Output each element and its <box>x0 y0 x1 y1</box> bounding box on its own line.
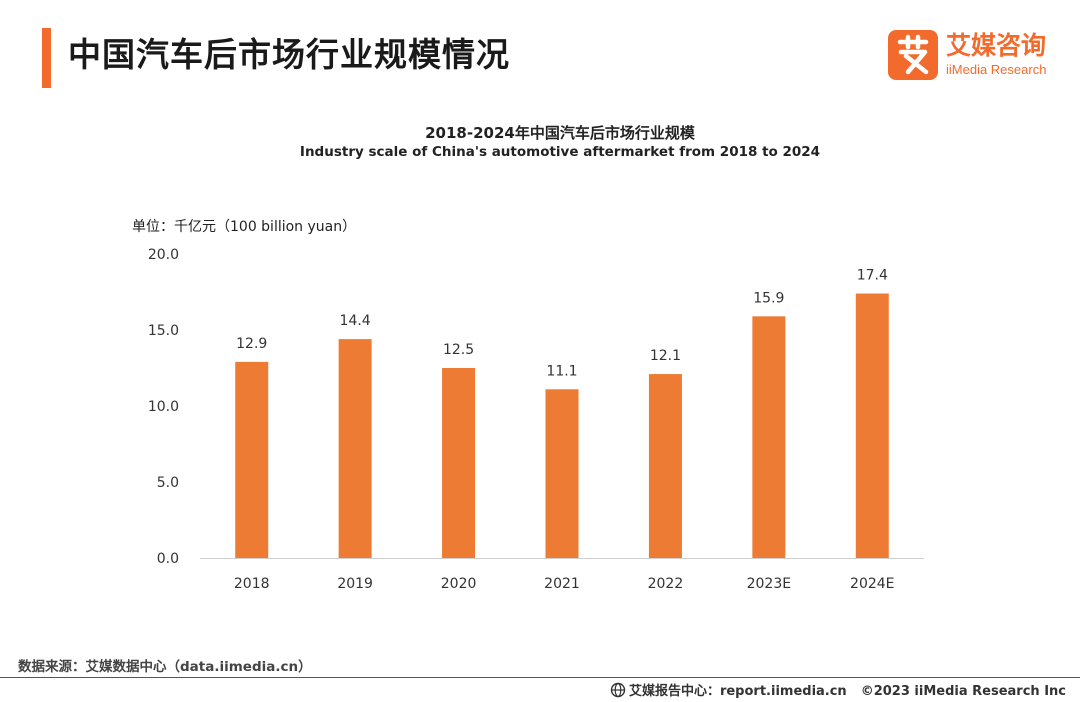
copyright: ©2023 iiMedia Research Inc <box>860 684 1066 699</box>
footer-divider <box>0 677 1080 678</box>
globe-icon <box>610 682 626 698</box>
data-label: 15.9 <box>753 290 784 306</box>
logo-chinese-name: 艾媒咨询 <box>946 31 1047 60</box>
bar-2023E <box>752 316 786 558</box>
data-label: 17.4 <box>857 268 888 284</box>
data-label: 14.4 <box>340 313 371 329</box>
footer-info: 艾媒报告中心：report.iimedia.cn ©2023 iiMedia Re… <box>610 680 1066 699</box>
report-center-link[interactable]: 艾媒报告中心：report.iimedia.cn <box>628 684 847 699</box>
bar-2020 <box>442 368 476 558</box>
y-tick-label: 10.0 <box>148 399 179 415</box>
x-tick-label: 2024E <box>850 576 894 592</box>
chart-title: 2018-2024年中国汽车后市场行业规模 <box>425 124 695 142</box>
y-tick-label: 20.0 <box>148 247 179 263</box>
x-tick-label: 2022 <box>648 576 684 592</box>
data-label: 11.1 <box>546 363 577 379</box>
data-label: 12.9 <box>236 336 267 352</box>
x-tick-label: 2019 <box>337 576 373 592</box>
x-tick-label: 2018 <box>234 576 270 592</box>
bar-2021 <box>545 389 579 558</box>
x-tick-label: 2023E <box>747 576 791 592</box>
bar-2019 <box>338 339 372 558</box>
y-tick-label: 0.0 <box>157 551 179 567</box>
bar-2022 <box>648 374 682 558</box>
data-source: 数据来源：艾媒数据中心（data.iimedia.cn） <box>18 659 312 675</box>
bar-2024E <box>855 293 889 558</box>
brand-logo: 艾媒咨询 iiMedia Research <box>888 30 1060 82</box>
unit-label: 单位：千亿元（100 billion yuan） <box>132 219 357 235</box>
data-label: 12.5 <box>443 342 474 358</box>
bar-2018 <box>235 361 269 558</box>
page-title: 中国汽车后市场行业规模情况 <box>68 35 510 74</box>
data-label: 12.1 <box>650 348 681 364</box>
ai-logo-icon <box>888 30 938 80</box>
logo-english-name: iiMedia Research <box>946 62 1047 77</box>
y-tick-label: 15.0 <box>148 323 179 339</box>
x-tick-label: 2021 <box>544 576 580 592</box>
y-tick-label: 5.0 <box>157 475 179 491</box>
chart-subtitle: Industry scale of China's automotive aft… <box>299 144 821 160</box>
x-tick-label: 2020 <box>441 576 477 592</box>
title-accent-bar <box>42 28 51 88</box>
